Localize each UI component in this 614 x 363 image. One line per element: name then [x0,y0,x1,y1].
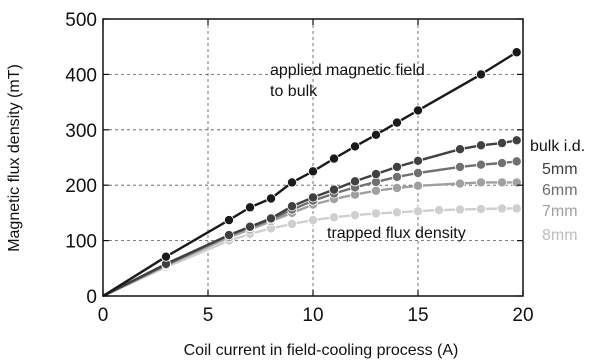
data-point [454,144,465,155]
data-point [328,212,339,223]
data-point [496,203,507,214]
series-label-5mm: 5mm [542,161,578,178]
data-point [370,169,381,180]
data-point [412,105,423,116]
data-point [391,161,402,172]
data-point [412,155,423,166]
data-point [370,185,381,196]
data-point [349,210,360,221]
x-tick-label: 5 [203,305,214,326]
grid [103,19,523,296]
data-point [328,153,339,164]
y-axis-title: Magnetic flux density (mT) [6,64,23,252]
data-point [286,177,297,188]
data-point [370,129,381,140]
x-tick-label: 0 [98,305,109,326]
legend-title: bulk i.d. [530,138,585,155]
data-point [475,140,486,151]
data-point [349,141,360,152]
data-point [412,180,423,191]
data-point [391,171,402,182]
data-point [265,213,276,224]
data-point [391,207,402,218]
data-point [511,203,522,214]
data-point [496,177,507,188]
data-point [511,156,522,167]
x-tick-label: 15 [407,305,428,326]
data-point [223,215,234,226]
data-point [265,193,276,204]
data-point [307,166,318,177]
data-point [391,117,402,128]
data-point [511,47,522,58]
y-tick-label: 400 [65,65,97,86]
data-point [475,204,486,215]
data-point [454,178,465,189]
y-tick-label: 0 [86,287,97,308]
data-point [286,201,297,212]
data-point [412,206,423,217]
data-point [475,69,486,80]
y-tick-label: 500 [65,10,97,31]
y-tick-label: 200 [65,176,97,197]
data-point [496,138,507,149]
data-point [496,158,507,169]
data-point [511,135,522,146]
data-point [244,202,255,213]
series-label-7mm: 7mm [542,203,578,220]
series-line [102,181,517,298]
data-point [307,192,318,203]
data-point [391,182,402,193]
data-point [223,230,234,241]
data-point [160,251,171,262]
data-point [286,218,297,229]
series-label-6mm: 6mm [542,182,578,199]
x-axis-title: Coil current in field-cooling process (A… [184,342,459,359]
data-point [244,221,255,232]
data-point [412,168,423,179]
data-point [307,215,318,226]
y-tick-label: 100 [65,232,97,253]
data-point [454,161,465,172]
data-point [475,159,486,170]
data-point [475,177,486,188]
annotation-trapped: trapped flux density [327,225,466,242]
annotation-applied-line1: applied magnetic field [270,62,425,79]
annotation-applied-line2: to bulk [270,83,318,100]
data-point [370,208,381,219]
x-tick-label: 10 [302,305,323,326]
y-tick-label: 300 [65,121,97,142]
data-point [349,176,360,187]
series-label-8mm: 8mm [542,227,578,244]
series-group [102,47,522,298]
data-point [454,204,465,215]
series-group [102,135,522,298]
series-line [102,139,517,298]
x-tick-label: 20 [512,305,533,326]
series-layer [102,47,522,298]
data-point [328,184,339,195]
data-point [433,205,444,216]
series-group [102,203,522,298]
